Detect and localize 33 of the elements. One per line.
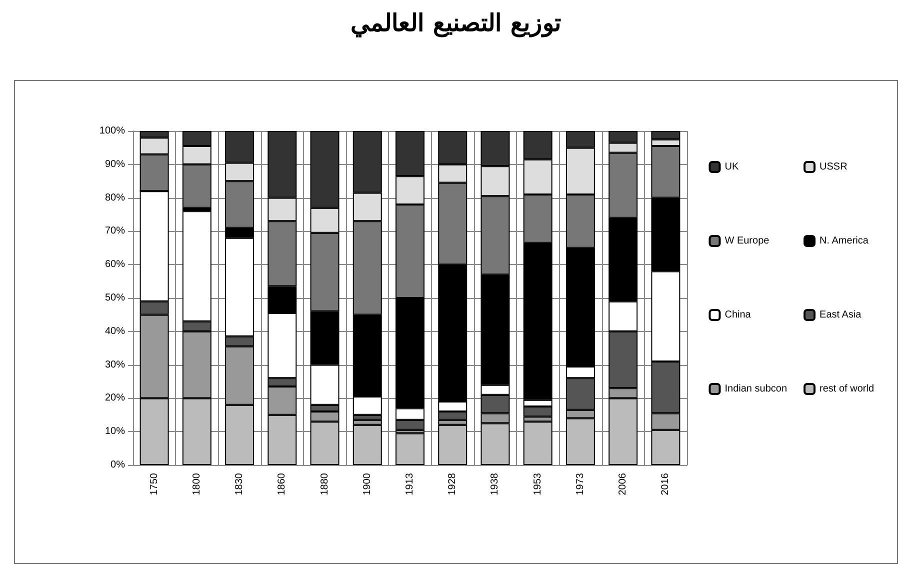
x-tick-label: 1938	[490, 472, 501, 496]
y-tick-label: 80%	[104, 192, 126, 204]
legend-label: East Asia	[820, 310, 862, 320]
y-tick-label: 100%	[99, 126, 126, 136]
x-tick-label: 1973	[574, 472, 586, 496]
legend-label: W Europe	[724, 236, 770, 246]
x-tick-label: 1860	[276, 472, 288, 496]
legend-label: N. America	[820, 236, 869, 246]
y-tick-label: 60%	[104, 259, 126, 270]
x-tick-label: 1953	[532, 472, 544, 496]
legend-label: UK	[724, 162, 739, 172]
x-tick-label: 1913	[404, 472, 416, 496]
chart-title: توزيع التصنيع العالمي	[350, 8, 562, 37]
legend-label: rest of world	[820, 384, 874, 394]
y-tick-label: 30%	[104, 359, 126, 370]
x-tick-label: 1830	[234, 472, 246, 496]
x-tick-label: 1928	[447, 472, 458, 496]
y-tick-label: 70%	[104, 226, 126, 237]
x-tick-label: 2006	[618, 472, 629, 496]
y-tick-label: 10%	[104, 426, 126, 438]
y-tick-label: 40%	[104, 326, 126, 337]
y-tick-label: 50%	[104, 292, 126, 304]
x-tick-label: 1800	[191, 472, 202, 496]
y-tick-label: 0%	[110, 460, 126, 470]
legend-label: Indian subcon	[724, 384, 788, 394]
y-tick-label: 20%	[104, 392, 126, 404]
x-tick-label: 2016	[660, 472, 672, 496]
x-tick-label: 1900	[362, 472, 373, 496]
x-tick-label: 1880	[319, 472, 330, 496]
y-tick-label: 90%	[104, 158, 126, 170]
legend-label: China	[724, 310, 752, 320]
x-tick-label: 1750	[148, 472, 160, 496]
legend-label: USSR	[820, 162, 848, 172]
